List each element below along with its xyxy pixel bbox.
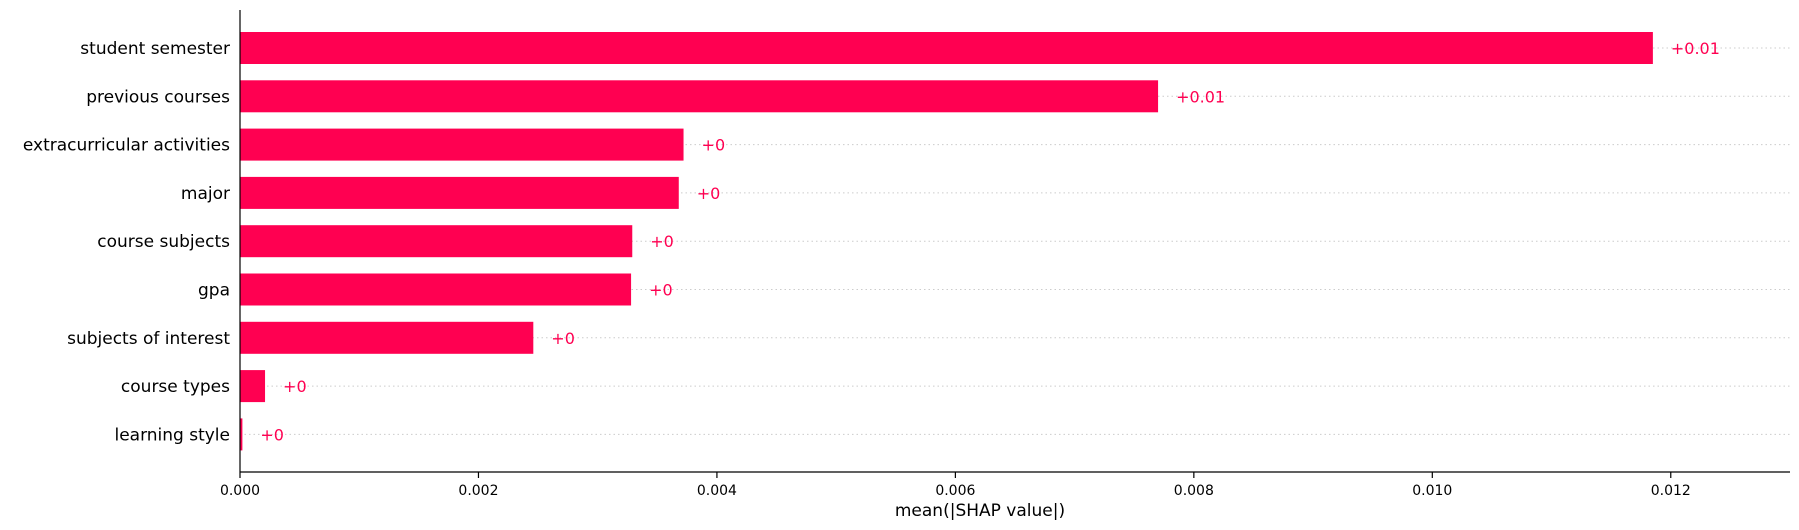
x-tick-label: 0.006 — [935, 483, 975, 499]
category-label: previous courses — [86, 87, 230, 107]
category-label: course types — [121, 377, 230, 397]
axes — [239, 10, 1790, 473]
bar — [240, 273, 632, 306]
x-tick-label: 0.000 — [220, 483, 260, 499]
bar — [240, 128, 684, 161]
x-tick-label: 0.012 — [1651, 483, 1691, 499]
category-label: major — [181, 184, 230, 204]
category-labels: student semester previous courses extracur… — [23, 39, 230, 445]
bar-value-label: +0 — [283, 377, 307, 396]
x-tick-label: 0.010 — [1412, 483, 1452, 499]
bar — [240, 80, 1159, 113]
bar — [240, 418, 243, 451]
x-tick-label: 0.002 — [458, 483, 498, 499]
bar-value-label: +0.01 — [1671, 39, 1720, 58]
x-tick-label: 0.008 — [1174, 483, 1214, 499]
bar — [240, 370, 266, 403]
bar-value-label: +0 — [697, 184, 721, 203]
bar — [240, 225, 633, 258]
bar-value-label: +0.01 — [1176, 87, 1225, 106]
bar — [240, 32, 1653, 64]
category-label: student semester — [80, 39, 230, 59]
bar-value-label: +0 — [650, 232, 674, 251]
category-label: extracurricular activities — [23, 136, 230, 156]
category-label: course subjects — [97, 232, 230, 252]
bar-value-label: +0 — [702, 136, 726, 155]
category-label: gpa — [198, 281, 230, 301]
bar-value-label: +0 — [649, 281, 673, 300]
x-tick-label: 0.004 — [697, 483, 737, 499]
bar — [240, 321, 534, 354]
category-label: learning style — [114, 425, 230, 445]
bar — [240, 176, 679, 209]
bar-value-label: +0 — [260, 425, 284, 444]
value-labels: +0.01 +0.01 +0 +0 +0 +0 +0 +0 +0 — [260, 39, 1720, 444]
category-label: subjects of interest — [67, 329, 230, 349]
bar-value-label: +0 — [551, 329, 575, 348]
x-ticks: 0.000 0.002 0.004 0.006 0.008 0.010 0.012 — [220, 472, 1691, 499]
bars — [240, 32, 1653, 451]
x-axis-title: mean(|SHAP value|) — [895, 501, 1065, 521]
